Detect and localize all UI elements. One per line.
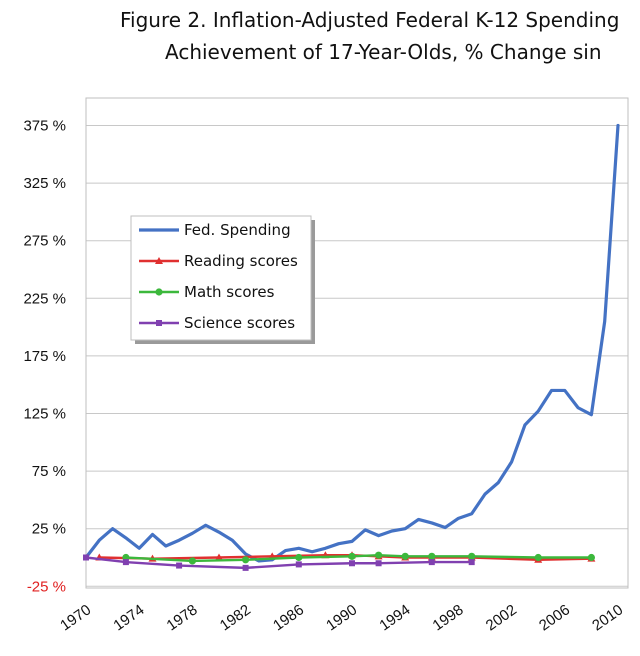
data-point (155, 288, 163, 296)
legend: Fed. Spending Reading scores Math scores Sc… (130, 215, 315, 344)
legend-label: Math scores (184, 283, 275, 301)
legend-item: Science scores (139, 314, 295, 332)
chart-title-line-2: Achievement of 17-Year-Olds, % Change si… (165, 40, 602, 64)
plot-area (85, 97, 629, 589)
legend-label: Reading scores (184, 252, 298, 270)
data-point (242, 564, 249, 571)
data-point (176, 562, 183, 569)
series-line (84, 123, 620, 563)
chart-title-line-1: Figure 2. Inflation-Adjusted Federal K-1… (120, 8, 620, 32)
data-point (428, 552, 436, 560)
x-tick-label: 1986 (270, 601, 307, 634)
x-tick-label: 2010 (589, 601, 626, 634)
data-point (242, 556, 250, 564)
data-point (401, 552, 409, 560)
legend-item: Math scores (139, 283, 275, 301)
data-point (428, 559, 435, 566)
y-tick-label: 275 % (23, 233, 66, 250)
data-point (375, 551, 383, 559)
y-tick-label: 25 % (32, 521, 66, 538)
series-science-scores (83, 554, 475, 571)
x-tick-label: 2006 (536, 601, 573, 634)
y-tick-label: -25 % (27, 578, 66, 595)
legend-item: Fed. Spending (139, 221, 291, 239)
legend-label: Science scores (184, 314, 295, 332)
y-tick-label: 225 % (23, 290, 66, 307)
x-tick-label: 1978 (164, 601, 201, 634)
data-point (375, 560, 382, 567)
series-math-scores (122, 551, 596, 565)
x-tick-label: 1990 (323, 601, 360, 634)
y-tick-label: 375 % (23, 118, 66, 135)
data-point (468, 552, 476, 560)
data-point (295, 553, 303, 562)
data-point (122, 559, 129, 566)
gridlines (86, 125, 628, 587)
y-tick-label: 75 % (32, 463, 66, 480)
x-axis: 1970 1974 1978 1982 1986 1990 1994 1998 2002 2006… (57, 601, 626, 634)
y-tick-label: 125 % (23, 406, 66, 423)
x-tick-label: 1994 (376, 601, 413, 634)
y-tick-label: 325 % (23, 175, 66, 192)
x-tick-label: 1998 (430, 601, 467, 634)
x-tick-label: 1982 (217, 601, 254, 634)
data-point (534, 553, 542, 562)
y-tick-label: 175 % (23, 348, 66, 365)
data-point (156, 320, 162, 326)
legend-label: Fed. Spending (184, 221, 291, 239)
data-point (349, 560, 355, 567)
data-point (188, 557, 196, 565)
data-point (83, 554, 89, 561)
series-layer (83, 123, 620, 571)
data-point (587, 553, 596, 562)
data-point (155, 257, 163, 264)
x-tick-label: 1974 (110, 601, 147, 634)
legend-item: Reading scores (139, 252, 298, 270)
x-tick-label: 2002 (483, 601, 520, 634)
x-tick-label: 1970 (57, 601, 94, 634)
data-point (215, 553, 223, 561)
data-point (468, 559, 475, 566)
legend-box (130, 215, 312, 341)
series-fed-spending (84, 123, 620, 563)
data-point (348, 552, 356, 560)
y-axis: 375 % 325 % 275 % 225 % 175 % 125 % 75 % 25 % -2… (23, 118, 66, 596)
data-point (295, 561, 302, 568)
